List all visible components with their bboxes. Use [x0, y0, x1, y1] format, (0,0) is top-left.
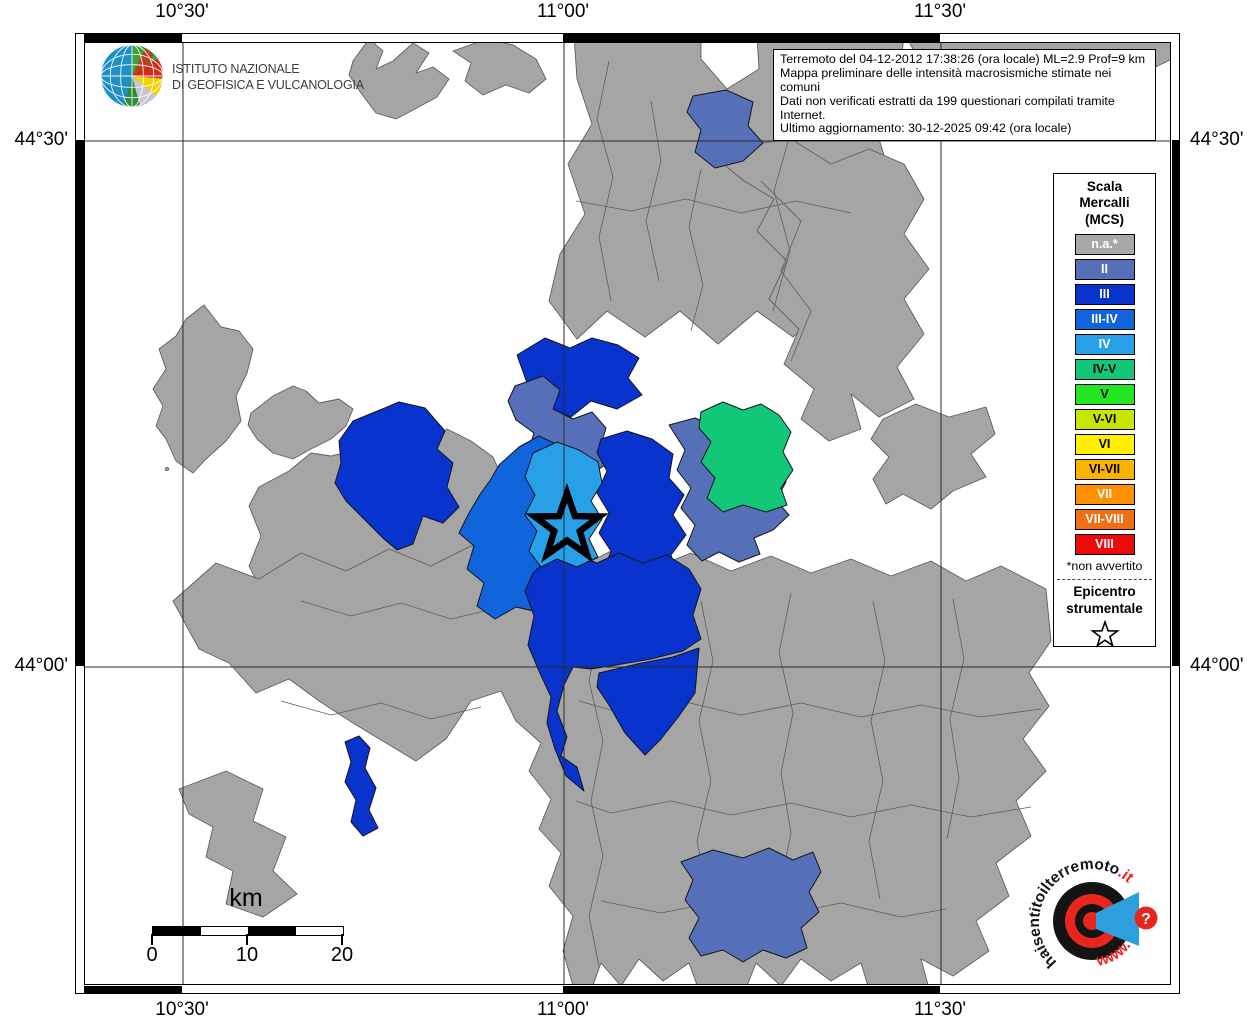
haisentito-logo: haisentitoilterremoto.it www. ? [1026, 856, 1158, 971]
legend-chip-na: n.a.* [1074, 234, 1135, 256]
frame-band-bottom-2 [563, 986, 940, 994]
info-line-updated: Ultimo aggiornamento: 30-12-2025 09:42 (… [780, 121, 1072, 136]
scalebar-seg-1 [153, 927, 201, 935]
scalebar-label-10: 10 [235, 944, 259, 966]
land-right-center-mass [718, 138, 930, 442]
earthquake-info-box: Terremoto del 04-12-2012 17:38:26 (ora l… [773, 49, 1156, 142]
axis-label-right-4400: 44°00' [1190, 655, 1244, 676]
question-badge [1134, 906, 1158, 930]
legend-title-line1: Scala [1086, 179, 1123, 194]
axis-label-top-1100: 11°00' [536, 1, 590, 22]
axis-label-top-1030: 10°30' [155, 1, 209, 22]
legend-epicenter-line2: strumentale [1066, 600, 1143, 616]
legend-chip-iv-v: IV-V [1074, 359, 1135, 381]
legend-title-line3: (MCS) [1085, 211, 1124, 227]
axis-label-bottom-1030: 10°30' [155, 999, 209, 1020]
scalebar-tick-10 [246, 934, 248, 945]
frame-band-left [76, 140, 84, 666]
municipality-intensity-IV-V-northeast [698, 401, 794, 513]
ingv-name-line1: ISTITUTO NAZIONALE [172, 62, 300, 76]
axis-label-bottom-1130: 11°30' [913, 999, 967, 1020]
epicenter-star [525, 482, 609, 563]
legend-chip-iv: IV [1074, 334, 1135, 356]
ingv-name-line2: DI GEOFISICA E VULCANOLOGIA [172, 78, 364, 92]
ingv-logo [100, 44, 164, 108]
legend-chip-v-vi: V-VI [1074, 409, 1135, 431]
map-area [84, 42, 1171, 985]
mcs-scale-legend: Scala Mercalli (MCS) n.a.* II III III-IV… [1053, 173, 1156, 648]
municipality-intensity-III-west-strip [344, 735, 379, 837]
legend-chip-iii-iv: III-IV [1074, 309, 1135, 331]
municipality-intensity-II-southeast [680, 847, 822, 963]
axis-label-left-4430: 44°30' [14, 129, 69, 150]
land-right-island [870, 403, 996, 510]
question-mark: ? [1141, 911, 1151, 928]
land-speck [164, 466, 170, 472]
scalebar-tick-20 [341, 934, 343, 945]
land-left-diagonal-blob [247, 385, 354, 460]
axis-label-bottom-1100: 11°00' [536, 999, 590, 1020]
scalebar-label-0: 0 [146, 944, 158, 966]
info-line-map-type: Mappa preliminare delle intensità macros… [780, 65, 1112, 94]
legend-footnote: *non avvertito [1066, 559, 1143, 574]
frame-band-right [1172, 140, 1180, 666]
land-top-left-hook [348, 43, 450, 120]
info-line-questionnaires: Dati non verificati estratti da 199 ques… [780, 93, 1115, 122]
legend-chip-vii-viii: VII-VIII [1074, 509, 1135, 531]
land-southwest-blob [178, 770, 298, 918]
legend-chip-vi: VI [1074, 434, 1135, 456]
legend-epicenter-line1: Epicentro [1073, 584, 1136, 600]
land-top-left-blob [452, 43, 547, 96]
scalebar [152, 926, 344, 936]
legend-chip-ii: II [1074, 259, 1135, 281]
map-svg [85, 43, 1170, 984]
scalebar-unit: km [229, 884, 263, 912]
legend-chip-viii: VIII [1074, 534, 1135, 556]
legend-divider [1057, 579, 1152, 581]
legend-star-icon [1089, 619, 1120, 648]
municipality-intensity-III-southeast [596, 647, 700, 756]
legend-title-line2: Mercalli [1079, 195, 1130, 211]
info-line-event: Terremoto del 04-12-2012 17:38:26 (ora l… [780, 52, 1146, 66]
megaphone-icon [1096, 892, 1139, 946]
frame-band-bottom-1 [84, 986, 182, 994]
frame-band-top-1 [84, 34, 182, 42]
municipality-intensity-III-west [334, 401, 460, 551]
frame-band-top-2 [563, 34, 940, 42]
axis-label-top-1130: 11°30' [913, 1, 967, 22]
legend-chips: n.a.* II III III-IV IV IV-V V V-VI VI VI… [1054, 234, 1155, 556]
scalebar-tick-0 [151, 934, 153, 945]
land-left-tall-blob [152, 304, 254, 474]
scalebar-seg-2 [248, 927, 296, 935]
legend-chip-iii: III [1074, 284, 1135, 306]
municipality-intensity-II-north [686, 89, 764, 169]
axis-label-right-4430: 44°30' [1190, 129, 1244, 150]
scalebar-label-20: 20 [330, 944, 354, 966]
legend-chip-vi-vii: VI-VII [1074, 459, 1135, 481]
axis-label-left-4400: 44°00' [14, 655, 69, 676]
legend-chip-vii: VII [1074, 484, 1135, 506]
legend-chip-v: V [1074, 384, 1135, 406]
